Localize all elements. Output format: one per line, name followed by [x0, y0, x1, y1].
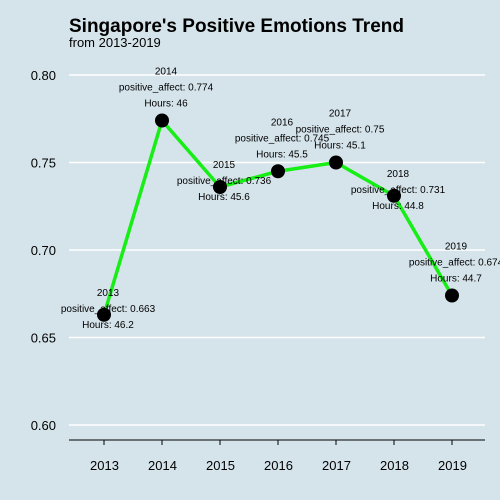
- data-label-year: 2013: [97, 288, 120, 299]
- y-tick-label: 0.75: [31, 156, 56, 171]
- data-point: [387, 188, 401, 203]
- data-label-group: 2017 positive_affect: 0.75 Hours: 45.1: [296, 109, 385, 152]
- data-point: [445, 288, 459, 303]
- data-point: [329, 155, 343, 170]
- data-label-affect: positive_affect: 0.745: [235, 133, 330, 144]
- data-label-year: 2018: [387, 169, 410, 180]
- y-tick-label: 0.70: [31, 243, 56, 258]
- data-label-hours: Hours: 45.5: [256, 149, 308, 160]
- data-label-group: 2018 positive_affect: 0.731 Hours: 44.8: [351, 169, 446, 212]
- data-label-affect: positive_affect: 0.736: [177, 176, 272, 187]
- y-tick-label: 0.60: [31, 418, 56, 433]
- data-label-affect: positive_affect: 0.674: [409, 258, 500, 269]
- data-point: [155, 113, 169, 128]
- data-point: [271, 164, 285, 179]
- chart-title: Singapore's Positive Emotions Trend: [69, 16, 404, 37]
- data-label-hours: Hours: 46.2: [82, 320, 134, 331]
- data-points: [97, 113, 459, 322]
- x-tick-label: 2013: [90, 458, 119, 473]
- data-label-group: 2015 positive_affect: 0.736 Hours: 45.6: [177, 160, 272, 203]
- data-label-year: 2016: [271, 117, 294, 128]
- data-label-affect: positive_affect: 0.75: [296, 125, 385, 136]
- data-point: [213, 180, 227, 194]
- data-label-year: 2019: [445, 242, 468, 253]
- x-tick-label: 2019: [438, 458, 467, 473]
- data-label-group: 2016 positive_affect: 0.745 Hours: 45.5: [235, 117, 330, 160]
- data-label-hours: Hours: 44.8: [372, 201, 424, 212]
- data-label-hours: Hours: 46: [144, 99, 188, 110]
- data-label-affect: positive_affect: 0.663: [61, 304, 156, 315]
- chart-subtitle: from 2013-2019: [69, 35, 161, 50]
- x-tick-label: 2016: [264, 458, 293, 473]
- x-tick-label: 2018: [380, 458, 409, 473]
- data-label-group: 2014 positive_affect: 0.774 Hours: 46: [119, 67, 214, 110]
- data-label-group: 2013 positive_affect: 0.663 Hours: 46.2: [61, 288, 156, 331]
- x-tick-label: 2014: [148, 458, 177, 473]
- y-tick-label: 0.65: [31, 331, 56, 346]
- x-tick-label: 2015: [206, 458, 235, 473]
- data-point: [97, 307, 111, 322]
- data-label-hours: Hours: 45.6: [198, 192, 250, 203]
- data-label-hours: Hours: 44.7: [430, 274, 482, 285]
- data-label-year: 2014: [155, 67, 178, 78]
- data-label-year: 2017: [329, 109, 352, 120]
- x-tick-label: 2017: [322, 458, 351, 473]
- data-label-affect: positive_affect: 0.731: [351, 185, 446, 196]
- data-label-affect: positive_affect: 0.774: [119, 83, 214, 94]
- data-label-group: 2019 positive_affect: 0.674 Hours: 44.7: [409, 242, 500, 285]
- data-label-year: 2015: [213, 160, 236, 171]
- grid-lines: [69, 74, 485, 426]
- data-label-hours: Hours: 45.1: [314, 141, 366, 152]
- y-tick-label: 0.80: [31, 68, 56, 83]
